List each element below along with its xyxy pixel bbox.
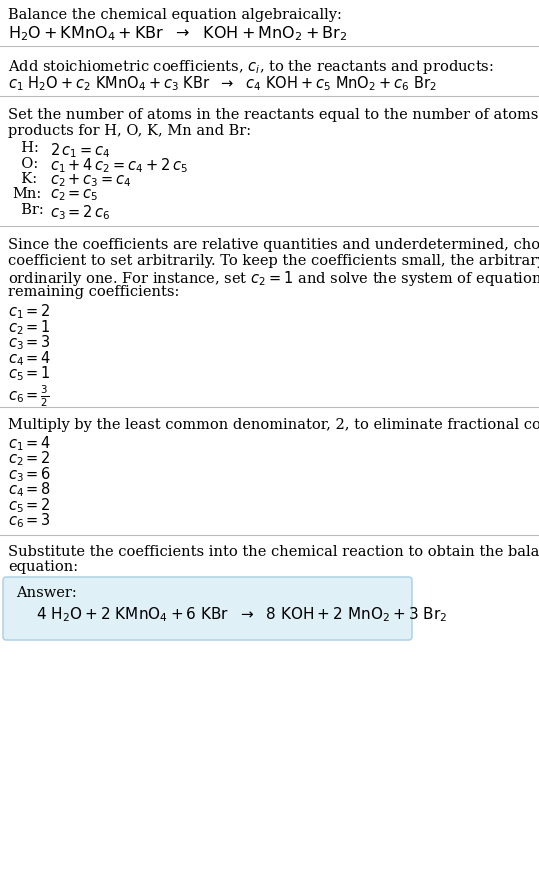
Text: $c_2 = 2$: $c_2 = 2$ bbox=[8, 449, 51, 468]
Text: ordinarily one. For instance, set $c_2 = 1$ and solve the system of equations fo: ordinarily one. For instance, set $c_2 =… bbox=[8, 269, 539, 289]
Text: $c_5 = 1$: $c_5 = 1$ bbox=[8, 364, 51, 383]
Text: $c_2 = c_5$: $c_2 = c_5$ bbox=[50, 187, 99, 203]
Text: Add stoichiometric coefficients, $c_i$, to the reactants and products:: Add stoichiometric coefficients, $c_i$, … bbox=[8, 58, 494, 76]
Text: products for H, O, K, Mn and Br:: products for H, O, K, Mn and Br: bbox=[8, 124, 251, 138]
Text: $c_3 = 6$: $c_3 = 6$ bbox=[8, 465, 51, 484]
Text: $c_4 = 4$: $c_4 = 4$ bbox=[8, 349, 51, 368]
Text: O:: O: bbox=[12, 156, 38, 171]
Text: $2\,c_1 = c_4$: $2\,c_1 = c_4$ bbox=[50, 141, 110, 160]
Text: $c_4 = 8$: $c_4 = 8$ bbox=[8, 480, 51, 499]
Text: $c_5 = 2$: $c_5 = 2$ bbox=[8, 496, 51, 514]
Text: $c_1 + 4\,c_2 = c_4 + 2\,c_5$: $c_1 + 4\,c_2 = c_4 + 2\,c_5$ bbox=[50, 156, 188, 175]
Text: remaining coefficients:: remaining coefficients: bbox=[8, 285, 179, 299]
Text: coefficient to set arbitrarily. To keep the coefficients small, the arbitrary va: coefficient to set arbitrarily. To keep … bbox=[8, 254, 539, 268]
Text: $c_6 = 3$: $c_6 = 3$ bbox=[8, 512, 51, 530]
Text: Since the coefficients are relative quantities and underdetermined, choose a: Since the coefficients are relative quan… bbox=[8, 239, 539, 253]
Text: Multiply by the least common denominator, 2, to eliminate fractional coefficient: Multiply by the least common denominator… bbox=[8, 418, 539, 432]
Text: Mn:: Mn: bbox=[12, 187, 42, 201]
Text: $4\ \mathrm{H_2O} + 2\ \mathrm{KMnO_4} + 6\ \mathrm{KBr}\ \ \rightarrow\ \ 8\ \m: $4\ \mathrm{H_2O} + 2\ \mathrm{KMnO_4} +… bbox=[36, 605, 447, 624]
Text: $\mathrm{H_2O + KMnO_4 + KBr\ \ \rightarrow\ \ KOH + MnO_2 + Br_2}$: $\mathrm{H_2O + KMnO_4 + KBr\ \ \rightar… bbox=[8, 24, 347, 44]
Text: Substitute the coefficients into the chemical reaction to obtain the balanced: Substitute the coefficients into the che… bbox=[8, 545, 539, 559]
Text: Set the number of atoms in the reactants equal to the number of atoms in the: Set the number of atoms in the reactants… bbox=[8, 108, 539, 122]
Text: $c_1 = 2$: $c_1 = 2$ bbox=[8, 303, 51, 321]
Text: Br:: Br: bbox=[12, 203, 44, 217]
Text: $c_3 = 3$: $c_3 = 3$ bbox=[8, 333, 51, 352]
Text: H:: H: bbox=[12, 141, 39, 155]
Text: $c_1\ \mathrm{H_2O} + c_2\ \mathrm{KMnO_4} + c_3\ \mathrm{KBr}\ \ \rightarrow\ \: $c_1\ \mathrm{H_2O} + c_2\ \mathrm{KMnO_… bbox=[8, 74, 437, 93]
Text: Balance the chemical equation algebraically:: Balance the chemical equation algebraica… bbox=[8, 8, 342, 22]
Text: $c_3 = 2\,c_6$: $c_3 = 2\,c_6$ bbox=[50, 203, 110, 221]
Text: $c_2 + c_3 = c_4$: $c_2 + c_3 = c_4$ bbox=[50, 172, 132, 188]
Text: equation:: equation: bbox=[8, 561, 78, 575]
FancyBboxPatch shape bbox=[3, 577, 412, 640]
Text: $c_1 = 4$: $c_1 = 4$ bbox=[8, 434, 51, 453]
Text: K:: K: bbox=[12, 172, 37, 186]
Text: $c_6 = \frac{3}{2}$: $c_6 = \frac{3}{2}$ bbox=[8, 384, 50, 409]
Text: $c_2 = 1$: $c_2 = 1$ bbox=[8, 318, 51, 337]
Text: Answer:: Answer: bbox=[16, 586, 77, 600]
